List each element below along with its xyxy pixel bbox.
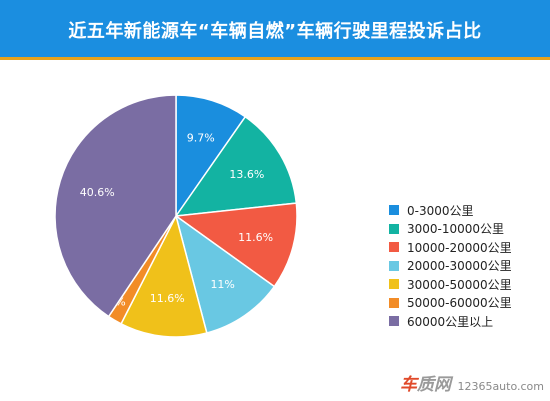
legend-item-20000-30000: 20000-30000公里	[389, 257, 512, 276]
pie-chart: 9.7%13.6%11.6%11%11.6%1.9%40.6%	[54, 94, 298, 338]
legend-item-10000-20000: 10000-20000公里	[389, 238, 512, 257]
pie-slice-60000	[54, 94, 177, 318]
legend-swatch	[389, 223, 399, 234]
legend-item-0-3000: 0-3000公里	[389, 201, 512, 220]
legend-swatch	[389, 260, 399, 271]
chart-area: 9.7%13.6%11.6%11%11.6%1.9%40.6% 0-3000公里…	[0, 60, 550, 401]
watermark: 车质网 12365auto.com	[400, 370, 544, 395]
data-label-10000-20000: 11.6%	[238, 231, 273, 244]
data-label-30000-50000: 11.6%	[150, 292, 185, 305]
legend-item-3000-10000: 3000-10000公里	[389, 220, 512, 239]
legend-label: 30000-50000公里	[407, 277, 512, 292]
legend-item-50000-60000: 50000-60000公里	[389, 294, 512, 313]
title-bar: 近五年新能源车“车辆自燃”车辆行驶里程投诉占比	[0, 0, 550, 60]
legend-item-30000-50000: 30000-50000公里	[389, 275, 512, 294]
legend-label: 3000-10000公里	[407, 222, 505, 237]
pie-slice-0-3000	[175, 94, 247, 219]
chart-title: 近五年新能源车“车辆自燃”车辆行驶里程投诉占比	[68, 21, 482, 42]
pie-slice-30000-50000	[120, 213, 208, 338]
legend-swatch	[389, 316, 399, 327]
data-label-20000-30000: 11%	[210, 278, 234, 291]
legend-item-60000: 60000公里以上	[389, 312, 512, 331]
legend-swatch	[389, 297, 399, 308]
legend-label: 50000-60000公里	[407, 296, 512, 311]
legend-swatch	[389, 205, 399, 216]
legend-label: 60000公里以上	[407, 314, 494, 329]
data-label-3000-10000: 13.6%	[229, 168, 264, 181]
watermark-url: 12365auto.com	[457, 380, 544, 393]
pie-slice-3000-10000	[174, 115, 298, 217]
watermark-logo: 车质网	[399, 375, 451, 395]
legend-swatch	[389, 279, 399, 290]
pie-slice-20000-30000	[174, 214, 276, 334]
data-label-60000: 40.6%	[80, 186, 115, 199]
legend-label: 0-3000公里	[407, 203, 474, 218]
data-label-0-3000: 9.7%	[187, 132, 215, 145]
chart-legend: 0-3000公里 3000-10000公里 10000-20000公里 20000-3…	[389, 201, 512, 331]
pie-slice-10000-20000	[173, 202, 298, 288]
legend-label: 10000-20000公里	[407, 240, 512, 255]
legend-swatch	[389, 242, 399, 253]
legend-label: 20000-30000公里	[407, 259, 512, 274]
